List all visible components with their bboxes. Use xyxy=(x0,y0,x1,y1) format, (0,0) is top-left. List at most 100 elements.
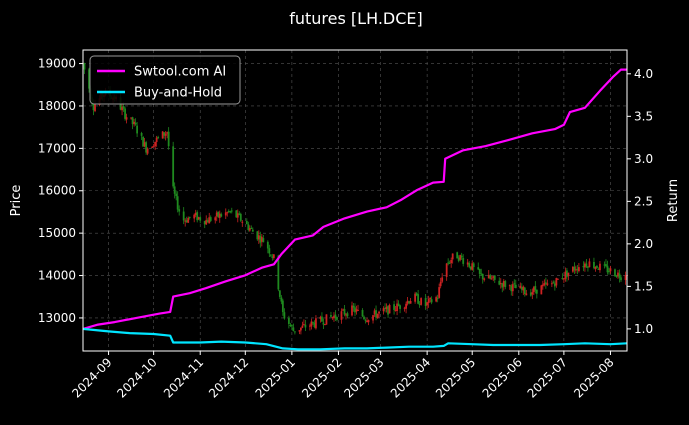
candle-body xyxy=(543,283,546,286)
candle-body xyxy=(199,217,202,221)
candle-body xyxy=(582,266,585,268)
candle-body xyxy=(88,69,90,89)
candle-body xyxy=(121,107,123,111)
y-tick-label-left: 17000 xyxy=(38,141,76,155)
candle-body xyxy=(208,217,211,224)
candle-body xyxy=(513,283,516,285)
candle-body xyxy=(238,213,241,215)
candle-body xyxy=(471,263,474,270)
candle-body xyxy=(229,211,232,213)
candle-body xyxy=(573,266,576,271)
candle-body xyxy=(136,125,138,134)
candle-body xyxy=(167,131,170,147)
chart-title: futures [LH.DCE] xyxy=(289,9,423,28)
candle-body xyxy=(459,255,462,260)
candle-body xyxy=(405,303,407,309)
plot-frame xyxy=(82,49,628,352)
candle-body xyxy=(498,280,501,285)
candle-body xyxy=(250,227,253,229)
candle-body xyxy=(364,320,367,322)
candle-body xyxy=(394,310,397,312)
candle-body xyxy=(597,268,600,270)
candle-body xyxy=(196,212,199,221)
candle-body xyxy=(289,325,292,327)
candle-body xyxy=(251,229,254,232)
candle-body xyxy=(565,270,568,278)
candle-body xyxy=(334,314,337,318)
candle-body xyxy=(301,325,304,328)
candle-body xyxy=(620,277,622,281)
candle-body xyxy=(439,281,442,287)
y-tick-label-right: 1.0 xyxy=(634,322,653,336)
y-axis-label-left: Price xyxy=(9,185,24,217)
candle-body xyxy=(268,248,271,254)
candle-body xyxy=(293,331,296,333)
candle-body xyxy=(553,283,556,287)
candle-body xyxy=(281,300,284,313)
y-tick-label-left: 13000 xyxy=(38,311,76,325)
candle-body xyxy=(187,218,190,223)
candle-body xyxy=(357,309,359,311)
candle-body xyxy=(376,313,379,319)
candle-body xyxy=(466,262,469,265)
candle-body xyxy=(298,330,301,332)
candle-body xyxy=(460,255,463,258)
candle-body xyxy=(599,263,601,271)
candle-body xyxy=(248,228,251,231)
candle-body xyxy=(388,304,391,314)
candle-body xyxy=(315,318,317,329)
candle-body xyxy=(378,311,380,314)
candle-body xyxy=(217,211,220,218)
candle-body xyxy=(508,285,511,287)
candle-body xyxy=(519,285,522,289)
candle-body xyxy=(609,268,612,272)
candle-body xyxy=(94,104,96,112)
candle-body xyxy=(172,146,175,187)
candle-body xyxy=(435,297,438,302)
candle-body xyxy=(594,266,597,270)
candle-body xyxy=(188,216,191,218)
candle-body xyxy=(194,212,197,216)
candle-body xyxy=(382,308,385,312)
y-tick-label-right: 1.5 xyxy=(634,279,653,293)
candle-body xyxy=(142,136,145,147)
candle-body xyxy=(480,273,483,275)
candle-body xyxy=(438,287,441,298)
candle-body xyxy=(220,214,223,217)
candle-body xyxy=(373,310,376,315)
candle-body xyxy=(462,258,465,264)
candle-body xyxy=(393,304,395,310)
candle-body xyxy=(593,261,595,268)
candle-body xyxy=(520,287,523,290)
candle-body xyxy=(477,267,480,270)
candle-body xyxy=(489,275,492,279)
candle-body xyxy=(145,142,148,153)
candle-body xyxy=(272,254,275,258)
candle-body xyxy=(585,263,588,267)
candle-body xyxy=(441,277,444,282)
legend-label: Swtool.com AI xyxy=(134,65,226,80)
candle-body xyxy=(605,264,607,267)
candle-body xyxy=(83,63,86,70)
candle-body xyxy=(333,315,335,319)
candle-body xyxy=(197,217,200,220)
candle-body xyxy=(236,213,239,218)
y-tick-label-left: 14000 xyxy=(38,269,76,283)
x-tick-label: 2024-10 xyxy=(114,355,159,400)
x-tick-label: 2025-04 xyxy=(388,355,433,400)
candle-body xyxy=(154,141,157,147)
candle-body xyxy=(324,324,326,326)
candle-body xyxy=(502,280,505,287)
candle-body xyxy=(414,293,417,302)
candle-body xyxy=(487,274,490,279)
series-line-strategy xyxy=(82,68,627,330)
candle-body xyxy=(436,298,439,300)
candle-body xyxy=(131,117,134,125)
candle-body xyxy=(606,265,609,273)
candle-body xyxy=(178,209,181,212)
candle-body xyxy=(361,310,364,317)
candle-body xyxy=(561,278,564,280)
candle-body xyxy=(615,275,618,277)
candle-body xyxy=(351,305,353,316)
